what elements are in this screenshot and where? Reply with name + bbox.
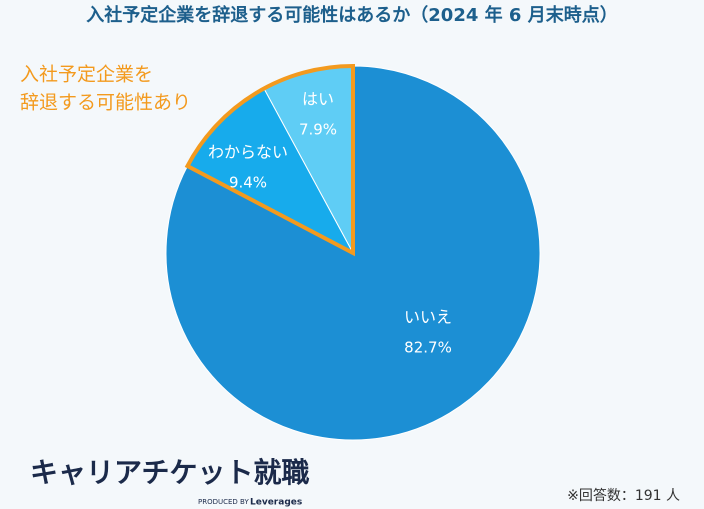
slice-value: 7.9%	[299, 121, 337, 139]
annotation: 入社予定企業を	[20, 64, 153, 86]
slice-label: わからない	[208, 143, 288, 162]
chart-title: 入社予定企業を辞退する可能性はあるか（2024 年 6 月末時点）	[86, 4, 617, 26]
highlight-outline	[184, 63, 355, 257]
slice-label: いいえ	[404, 308, 452, 327]
slice-value: 82.7%	[404, 339, 452, 357]
logo-brand: Leverages	[250, 498, 302, 508]
logo: キャリアチケット就職	[30, 456, 309, 489]
annotation: 辞退する可能性あり	[20, 92, 191, 114]
note: ※回答数：191 人	[567, 487, 680, 504]
pie: はい 7.9% わからない 9.4% いいえ 82.7%	[165, 63, 541, 441]
slice-label: はい	[302, 90, 334, 109]
logo-sub: PRODUCED BY	[198, 498, 249, 506]
slice-value: 9.4%	[229, 174, 267, 192]
